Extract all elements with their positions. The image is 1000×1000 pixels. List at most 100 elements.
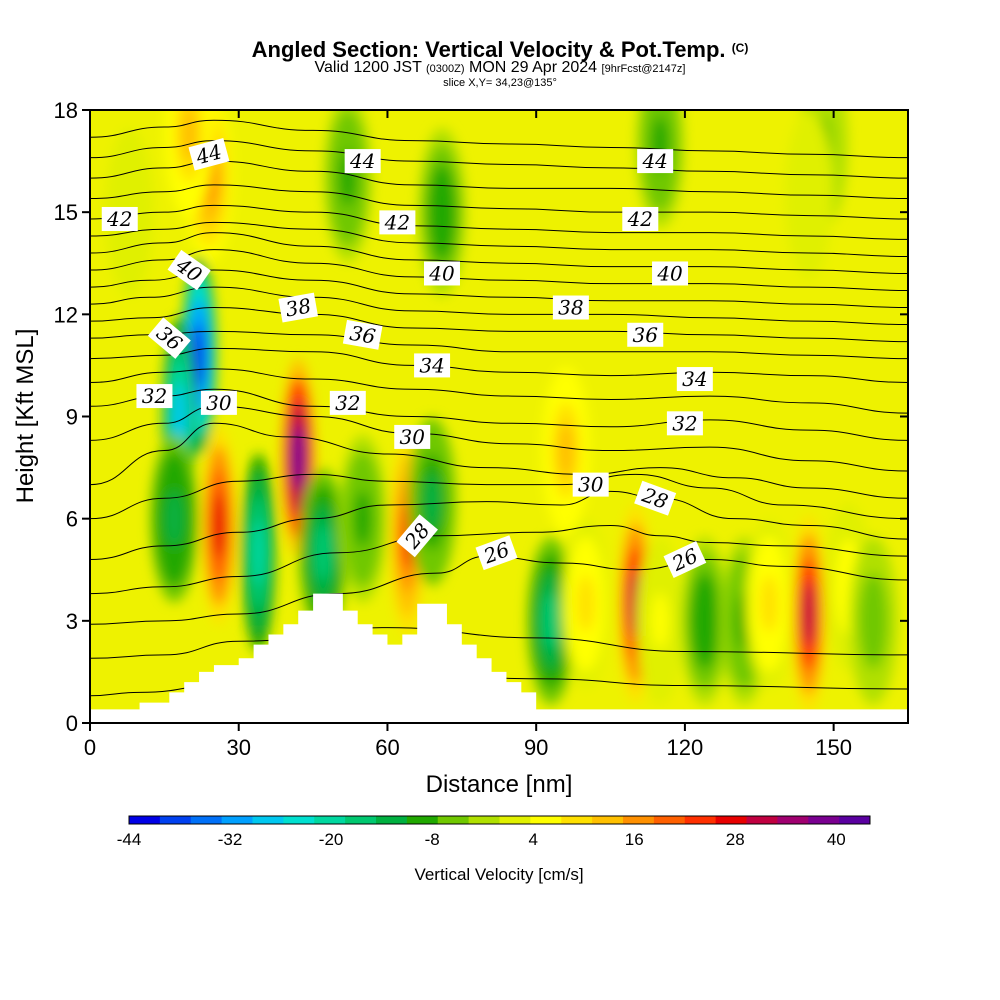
contour-label-box [666,411,703,436]
y-tick-label: 15 [54,200,78,225]
velocity-cell [241,453,276,652]
contour-label: 34 [414,353,451,378]
contour-label: 44 [344,149,381,174]
y-tick-label: 18 [54,98,78,123]
x-axis-title: Distance [nm] [426,771,573,798]
colorbar-swatch [159,816,192,824]
contour-label-box [414,353,451,378]
contour-label-box [637,149,674,174]
contour-label: 40 [423,261,460,286]
contour-label-box [394,424,431,449]
contour-label-text: 38 [284,293,313,321]
y-tick-label: 3 [66,609,78,634]
velocity-shading [105,110,898,714]
theta-contour-37 [90,286,908,326]
contour-label: 36 [627,322,664,347]
theta-contour-30 [90,422,908,499]
velocity-ring [314,524,332,581]
velocity-ring [212,492,226,558]
contour-label-box [101,206,138,231]
colorbar-tick-label: -44 [117,830,142,849]
x-tick-label: 120 [667,735,704,760]
colorbar-swatch [221,816,253,824]
contour-label-box [188,138,230,171]
contour-label-text: 36 [633,323,659,347]
title-mark: (C) [731,41,749,55]
theta-contour-36 [90,307,908,343]
contour-label: 36 [342,319,383,350]
colorbar-swatch [283,816,315,824]
velocity-cell [680,536,729,705]
contour-label-box [622,206,659,231]
theta-contour-31 [90,405,908,472]
velocity-ring [354,490,372,547]
contour-label: 42 [101,206,138,231]
theta-contour-28 [90,490,908,561]
contour-label-text: 44 [641,149,667,173]
velocity-ring [760,575,778,632]
contour-label-box [147,317,191,359]
terrain-mask [90,593,908,723]
x-tick-label: 30 [226,735,250,760]
colorbar-swatch [190,816,223,824]
y-tick-label: 12 [54,302,78,327]
colorbar-tick-label: 16 [625,830,644,849]
velocity-ring [192,322,206,388]
contour-label-text: 30 [206,391,232,415]
colorbar-tick-label: 4 [528,830,537,849]
colorbar-swatch [777,816,809,824]
velocity-ring [864,592,882,649]
velocity-ring [542,592,560,649]
velocity-ring [696,592,714,649]
contour-label-box [475,535,518,571]
contour-label-box [634,480,677,516]
velocity-cell [745,519,794,688]
theta-contour-35 [90,330,908,360]
contour-label-box [552,295,589,320]
velocity-ring [252,520,266,586]
chart-subtitle: Valid 1200 JST (0300Z) MON 29 Apr 2024 [… [314,59,686,76]
theta-contour-46 [90,119,908,159]
y-tick-label: 0 [66,711,78,736]
velocity-cell [201,426,236,625]
colorbar-swatch [561,816,593,824]
velocity-cell [338,434,387,603]
contour-label-text: 30 [578,473,604,497]
contour-label-box [423,261,460,286]
contour-label-box [342,319,383,350]
contour-label-text: 38 [558,296,583,320]
contour-label-box [136,384,173,409]
colorbar-swatch [623,816,655,824]
contour-label-text: 42 [106,207,132,231]
colorbar-swatch [839,816,871,824]
contour-label: 30 [200,390,237,415]
colorbar-tick-label: 28 [726,830,745,849]
velocity-cell [791,515,826,714]
colorbar-swatch [345,816,377,824]
velocity-ring [165,490,183,547]
colorbar-frame [128,815,871,825]
colorbar-swatch [653,816,686,824]
contour-label-box [627,322,664,347]
velocity-cell [323,110,372,263]
contour-label-text: 44 [349,149,375,173]
theta-contour-40 [90,232,908,274]
contour-label-box [344,149,381,174]
theta-contour-39 [90,249,908,291]
theta-contour-41 [90,221,908,257]
contour-label-text: 32 [142,384,167,408]
contour-label-box [278,292,319,323]
velocity-ring [433,184,451,241]
velocity-ring [423,473,441,530]
velocity-cell [849,536,898,705]
contour-label-text: 40 [428,261,455,285]
velocity-ring [172,384,186,449]
x-tick-label: 0 [84,735,96,760]
velocity-cell [561,519,610,688]
theta-contour-34 [90,347,908,383]
contour-label-box [676,367,713,392]
y-axis-title: Height [Kft MSL] [12,329,39,504]
colorbar-swatch [592,816,624,824]
